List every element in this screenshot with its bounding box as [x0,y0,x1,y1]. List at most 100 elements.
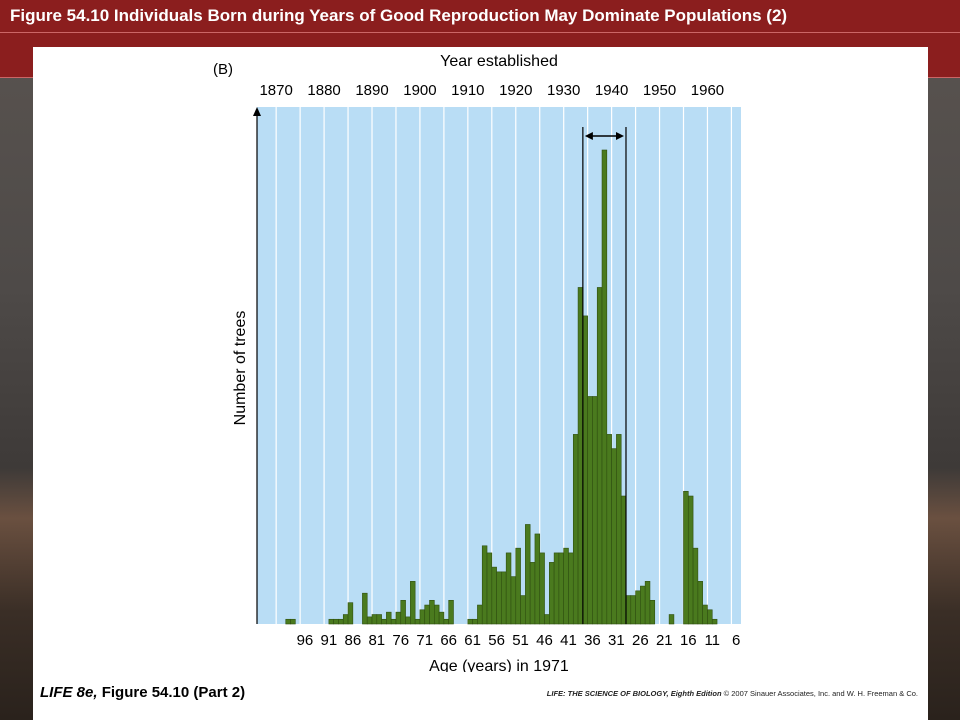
top-tick-label: 1910 [451,82,484,99]
bar [611,448,617,625]
bar [481,545,488,625]
bar [582,315,588,625]
bar [472,618,478,625]
bar [625,595,632,625]
figure-panel: 1870 1880 1890 1900 1910 1920 1930 1940 1950 1960… [33,47,928,720]
slide-title: Figure 54.10 Individuals Born during Yea… [10,6,788,25]
bar [544,614,550,625]
bar [424,604,430,625]
bar [405,616,411,625]
y-axis-arrowhead [253,107,261,116]
bar [520,595,526,625]
bar [616,434,622,625]
credit-book-title: LIFE: THE SCIENCE OF BIOLOGY, Eighth Edi… [546,689,722,698]
bar [395,611,402,625]
bottom-tick-label: 61 [464,632,481,649]
bar [587,396,593,625]
bar [668,614,675,625]
bar [510,576,517,625]
bar [381,618,387,625]
bottom-tick-label: 71 [416,632,433,649]
bar [697,581,703,625]
bar [501,571,507,625]
bottom-tick-label: 66 [440,632,457,649]
bar [601,149,608,625]
bottom-tick-label: 16 [680,632,697,649]
bottom-tick-label: 11 [704,632,720,649]
bottom-tick-label: 86 [344,632,361,649]
figure-caption: LIFE 8e, Figure 54.10 (Part 2) [40,684,245,701]
plot-background [257,107,741,624]
top-tick-label: 1950 [643,82,676,99]
bar [366,616,373,625]
caption-figure-number: Figure 54.10 (Part 2) [97,684,246,701]
bar [515,547,521,625]
publisher-credit: LIFE: THE SCIENCE OF BIOLOGY, Eighth Edi… [547,689,918,698]
bar [410,581,416,625]
bar [553,552,560,625]
highlight-arrow-head-left [584,132,593,140]
bar [371,614,378,625]
bar [683,490,689,625]
top-tick-label: 1960 [691,82,724,99]
bar [635,590,641,625]
bar [707,609,713,625]
top-tick-label: 1900 [403,82,436,99]
bottom-tick-label: 76 [392,632,409,649]
bar [563,547,569,625]
top-tick-label: 1890 [355,82,388,99]
top-tick-label: 1870 [259,82,292,99]
bar [630,595,636,625]
bar [534,533,541,625]
bar [429,599,435,625]
bar [558,552,564,625]
bar [572,434,579,625]
bottom-tick-label: 96 [297,632,314,649]
caption-book-title: LIFE 8e, [40,684,98,701]
bar [362,592,368,625]
bar [333,618,339,625]
bar [549,562,555,625]
bottom-tick-label: 36 [584,632,601,649]
bar [525,524,531,625]
bar [711,618,718,625]
bar [644,581,651,625]
bar [687,495,694,625]
bottom-tick-label: 81 [368,632,385,649]
bar [443,618,449,625]
bar [702,604,708,625]
bar [467,618,473,625]
credit-copyright: © 2007 Sinauer Associates, Inc. and W. H… [721,689,918,698]
bottom-tick-label: 26 [632,632,649,649]
bar [328,618,334,625]
bar [496,571,502,625]
bottom-tick-label: 31 [608,632,625,649]
tree-age-histogram: 1870 1880 1890 1900 1910 1920 1930 1940 1950 1960… [213,53,741,672]
highlight-arrow-head-right [615,132,624,140]
panel-label: (B) [213,61,233,78]
bottom-tick-label: 46 [536,632,553,649]
bar [347,602,354,625]
bar [596,287,603,625]
bottom-tick-label: 51 [512,632,529,649]
y-axis-label: Number of trees [232,311,249,426]
bar [577,287,584,625]
top-axis-label: Year established [440,53,558,70]
bar [640,585,646,625]
bar [486,552,493,625]
bar [477,604,483,625]
bar [419,609,426,625]
bar [386,611,392,625]
bar [400,599,406,625]
bar [592,396,598,625]
bar [434,604,440,625]
slide-title-bar: Figure 54.10 Individuals Born during Yea… [0,0,960,33]
bottom-tick-label: 41 [560,632,577,649]
bar [606,434,612,625]
bar [505,552,512,625]
bar [376,614,382,625]
bar [692,547,699,625]
bar [491,566,497,625]
top-tick-label: 1930 [547,82,580,99]
bottom-tick-label: 91 [321,632,338,649]
